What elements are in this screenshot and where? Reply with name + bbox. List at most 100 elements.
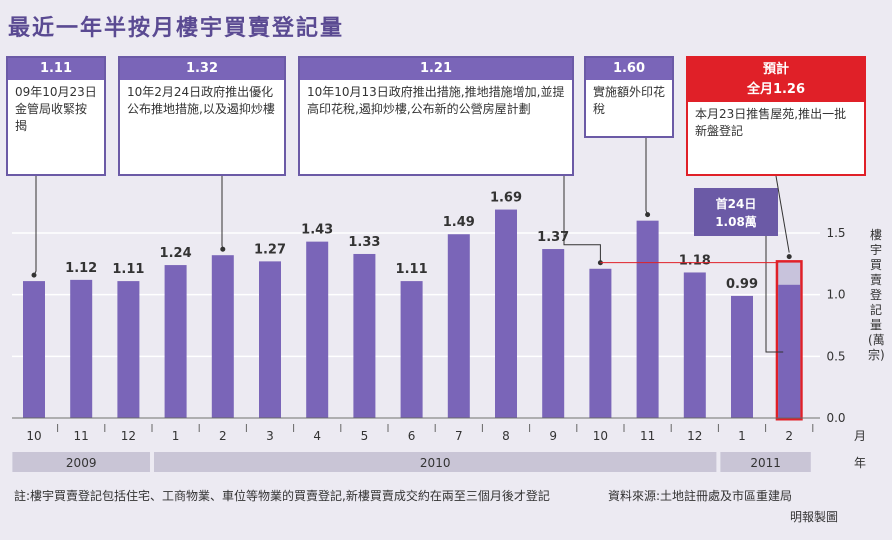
x-axis: 10 11 12 1 2 3 4 5 6 7 8 9 10 11 12 1 2 月 — [12, 417, 866, 443]
partial-value-label: 1.08萬 — [715, 214, 757, 229]
callout-value: 1.11 — [8, 58, 104, 80]
callout-text: 09年10月23日金管局收緊按揭 — [15, 85, 97, 133]
year-band-segment — [12, 452, 151, 472]
callout-connector — [563, 176, 601, 263]
bars — [23, 209, 803, 421]
bar — [353, 253, 376, 418]
callout-dot — [645, 212, 651, 218]
callout-forecast-label: 預計 — [762, 62, 789, 77]
callout-connector — [33, 176, 37, 276]
bar — [731, 295, 753, 418]
value-label: 1.11 — [396, 262, 428, 277]
bar — [589, 268, 612, 418]
callout-nov-2010: 1.60 實施額外印花稅 — [584, 56, 674, 138]
x-tick-label: 7 — [455, 429, 463, 443]
year-label: 2011 — [750, 456, 781, 470]
source: 資料來源:土地註冊處及市區重建局 — [608, 489, 793, 503]
x-tick-label: 11 — [74, 429, 89, 443]
year-unit-label: 年 — [854, 456, 866, 470]
value-label: 1.27 — [254, 242, 286, 257]
bar — [211, 255, 234, 418]
year-label: 2009 — [66, 456, 97, 470]
value-label: 1.43 — [301, 223, 333, 238]
value-label: 0.99 — [726, 277, 758, 292]
value-label: 1.33 — [348, 235, 380, 250]
bar — [400, 281, 423, 418]
callout-connector — [221, 176, 224, 250]
value-labels: 1.12 1.11 1.24 1.27 1.43 1.33 1.11 1.49 1.69 1.37… — [65, 191, 758, 292]
x-tick-label: 5 — [361, 429, 369, 443]
bar — [447, 234, 470, 418]
x-tick-label: 12 — [687, 429, 702, 443]
value-label: 1.69 — [490, 191, 522, 206]
callout-dot — [220, 246, 226, 252]
x-tick-label: 12 — [121, 429, 136, 443]
x-tick-label: 6 — [408, 429, 416, 443]
credit: 明報製圖 — [790, 510, 839, 524]
x-tick-label: 1 — [738, 429, 746, 443]
callout-value: 1.21 — [300, 58, 572, 80]
callout-connector — [645, 138, 649, 215]
value-label: 1.24 — [160, 246, 192, 261]
x-tick-label: 4 — [313, 429, 321, 443]
year-band-segment — [720, 452, 811, 472]
callout-value: 1.32 — [120, 58, 284, 80]
bar — [683, 272, 706, 418]
callout-text: 10年2月24日政府推出優化公布推地措施,以及遏抑炒樓 — [127, 85, 275, 116]
callout-feb-2011-forecast: 預計 全月1.26 本月23日推售屋苑,推出一批新盤登記 — [686, 56, 866, 176]
year-label: 2010 — [420, 456, 451, 470]
x-tick-label: 9 — [549, 429, 557, 443]
y-axis-label: 樓宇買賣登記量(萬宗) — [868, 228, 885, 362]
x-tick-label: 2 — [785, 429, 793, 443]
callout-forecast: 預計 全月1.26 — [688, 58, 864, 102]
callout-connectors: 首24日 1.08萬 — [31, 138, 792, 353]
callout-value: 1.60 — [586, 58, 672, 80]
x-tick-label: 3 — [266, 429, 274, 443]
bar — [70, 279, 93, 418]
callout-text: 10年10月13日政府推出措施,推地措施增加,並提高印花稅,遏抑炒樓,公布新的公… — [307, 85, 565, 116]
bar — [495, 209, 517, 418]
footnote: 註:樓宇買賣登記包括住宅、工商物業、車位等物業的買賣登記,新樓買賣成交約在兩至三… — [14, 489, 550, 503]
value-label: 1.18 — [679, 253, 711, 268]
partial-label: 首24日 — [716, 196, 757, 211]
x-tick-label: 11 — [640, 429, 655, 443]
callout-oct-2009: 1.11 09年10月23日金管局收緊按揭 — [6, 56, 106, 176]
year-band: 2009 2010 2011 年 — [12, 452, 866, 472]
callout-feb-2010: 1.32 10年2月24日政府推出優化公布推地措施,以及遏抑炒樓 — [118, 56, 286, 176]
x-unit-label: 月 — [854, 429, 866, 443]
y-tick-label: 0.5 — [826, 349, 845, 363]
x-tick-label: 8 — [502, 429, 510, 443]
bar-forecast-outline — [775, 260, 803, 421]
bar-partial — [778, 284, 801, 418]
bar — [636, 220, 659, 418]
callout-dot — [786, 254, 792, 260]
x-tick-label: 1 — [172, 429, 180, 443]
bar — [23, 281, 45, 418]
y-tick-label: 1.5 — [826, 226, 845, 240]
partial-label-box — [694, 188, 778, 236]
y-tick-label: 0.0 — [826, 411, 845, 425]
bar — [542, 249, 565, 418]
value-label: 1.49 — [443, 215, 475, 230]
page-title: 最近一年半按月樓宇買賣登記量 — [8, 16, 345, 41]
callout-dot — [31, 272, 37, 278]
callout-oct-2010: 1.21 10年10月13日政府推出措施,推地措施增加,並提高印花稅,遏抑炒樓,… — [298, 56, 574, 176]
callout-forecast-value: 全月1.26 — [746, 82, 806, 97]
y-tick-label: 1.0 — [826, 288, 845, 302]
callout-connector — [775, 175, 790, 253]
bar — [259, 261, 281, 418]
x-tick-label: 10 — [26, 429, 41, 443]
x-tick-label: 2 — [219, 429, 227, 443]
y-axis: 0.0 0.5 1.0 1.5 — [826, 226, 845, 425]
bar — [164, 265, 187, 418]
x-tick-label: 10 — [593, 429, 608, 443]
year-band-segment — [154, 452, 717, 472]
value-label: 1.11 — [112, 262, 144, 277]
callout-text: 實施額外印花稅 — [593, 85, 666, 116]
partial-connector — [765, 236, 784, 353]
bar — [117, 281, 140, 418]
value-label: 1.37 — [537, 230, 569, 245]
bar — [306, 241, 329, 418]
callout-text: 本月23日推售屋苑,推出一批新盤登記 — [695, 107, 847, 138]
